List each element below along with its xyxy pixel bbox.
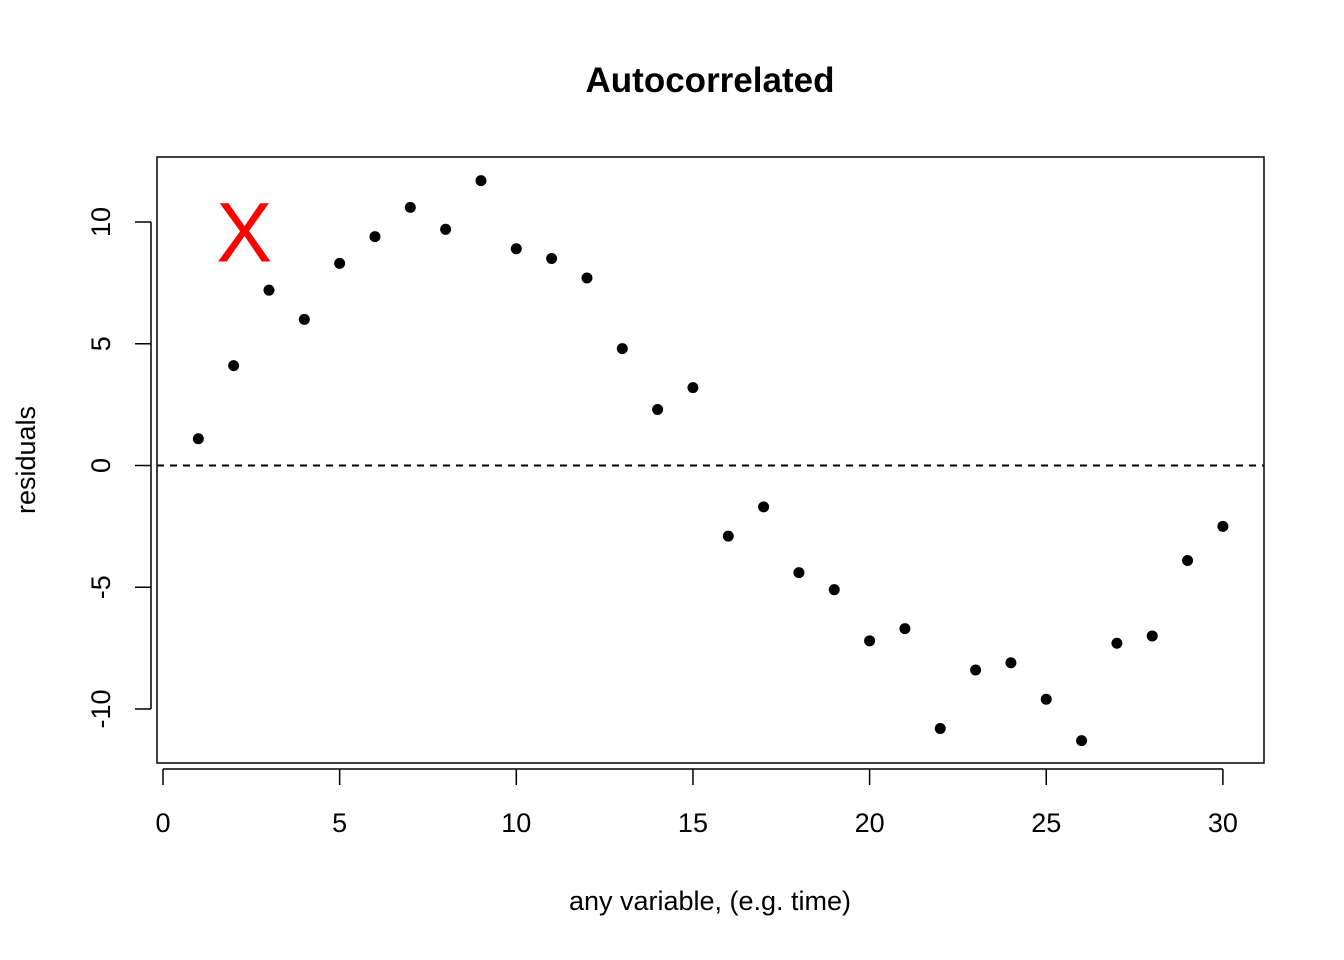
plot-frame [156,156,1265,764]
data-point [475,175,487,187]
data-point [510,243,522,255]
x-tick-label: 0 [155,808,170,838]
data-point [1111,637,1123,649]
data-point [263,284,275,296]
data-point [404,201,416,213]
data-point [722,530,734,542]
data-point [758,501,770,513]
data-point [1217,520,1229,532]
y-tick-label: 5 [86,336,116,351]
data-points [192,175,1229,747]
x-axis: 0 5 10 15 20 25 30 [155,768,1238,838]
x-tick-label: 20 [855,808,885,838]
data-point [440,223,452,235]
data-point [1005,657,1017,669]
x-tick-label: 10 [501,808,531,838]
data-point [864,635,876,647]
chart-title: Autocorrelated [586,61,835,100]
data-point [298,313,310,325]
data-point [192,433,204,445]
data-point [793,567,805,579]
x-tick-label: 15 [678,808,708,838]
data-point [652,403,664,415]
x-tick-label: 30 [1208,808,1238,838]
data-point [616,343,628,355]
data-point [1182,554,1194,566]
annotation-x-mark: X [216,186,272,280]
data-point [581,272,593,284]
data-point [970,664,982,676]
y-axis: -10 -5 0 5 10 [86,207,152,729]
x-tick-label: 25 [1031,808,1061,838]
y-tick-label: -5 [86,575,116,599]
y-axis-label: residuals [11,406,41,514]
x-axis-label: any variable, (e.g. time) [569,886,851,916]
data-point [828,584,840,596]
y-tick-label: -10 [86,689,116,728]
x-tick-label: 5 [332,808,347,838]
y-tick-label: 10 [86,207,116,237]
y-tick-label: 0 [86,458,116,473]
data-point [369,231,381,243]
data-point [546,253,558,265]
data-point [1146,630,1158,642]
data-point [899,623,911,635]
data-point [228,360,240,372]
data-point [1076,735,1088,747]
data-point [1040,693,1052,705]
data-point [334,257,346,269]
data-point [934,722,946,734]
data-point [687,382,699,394]
